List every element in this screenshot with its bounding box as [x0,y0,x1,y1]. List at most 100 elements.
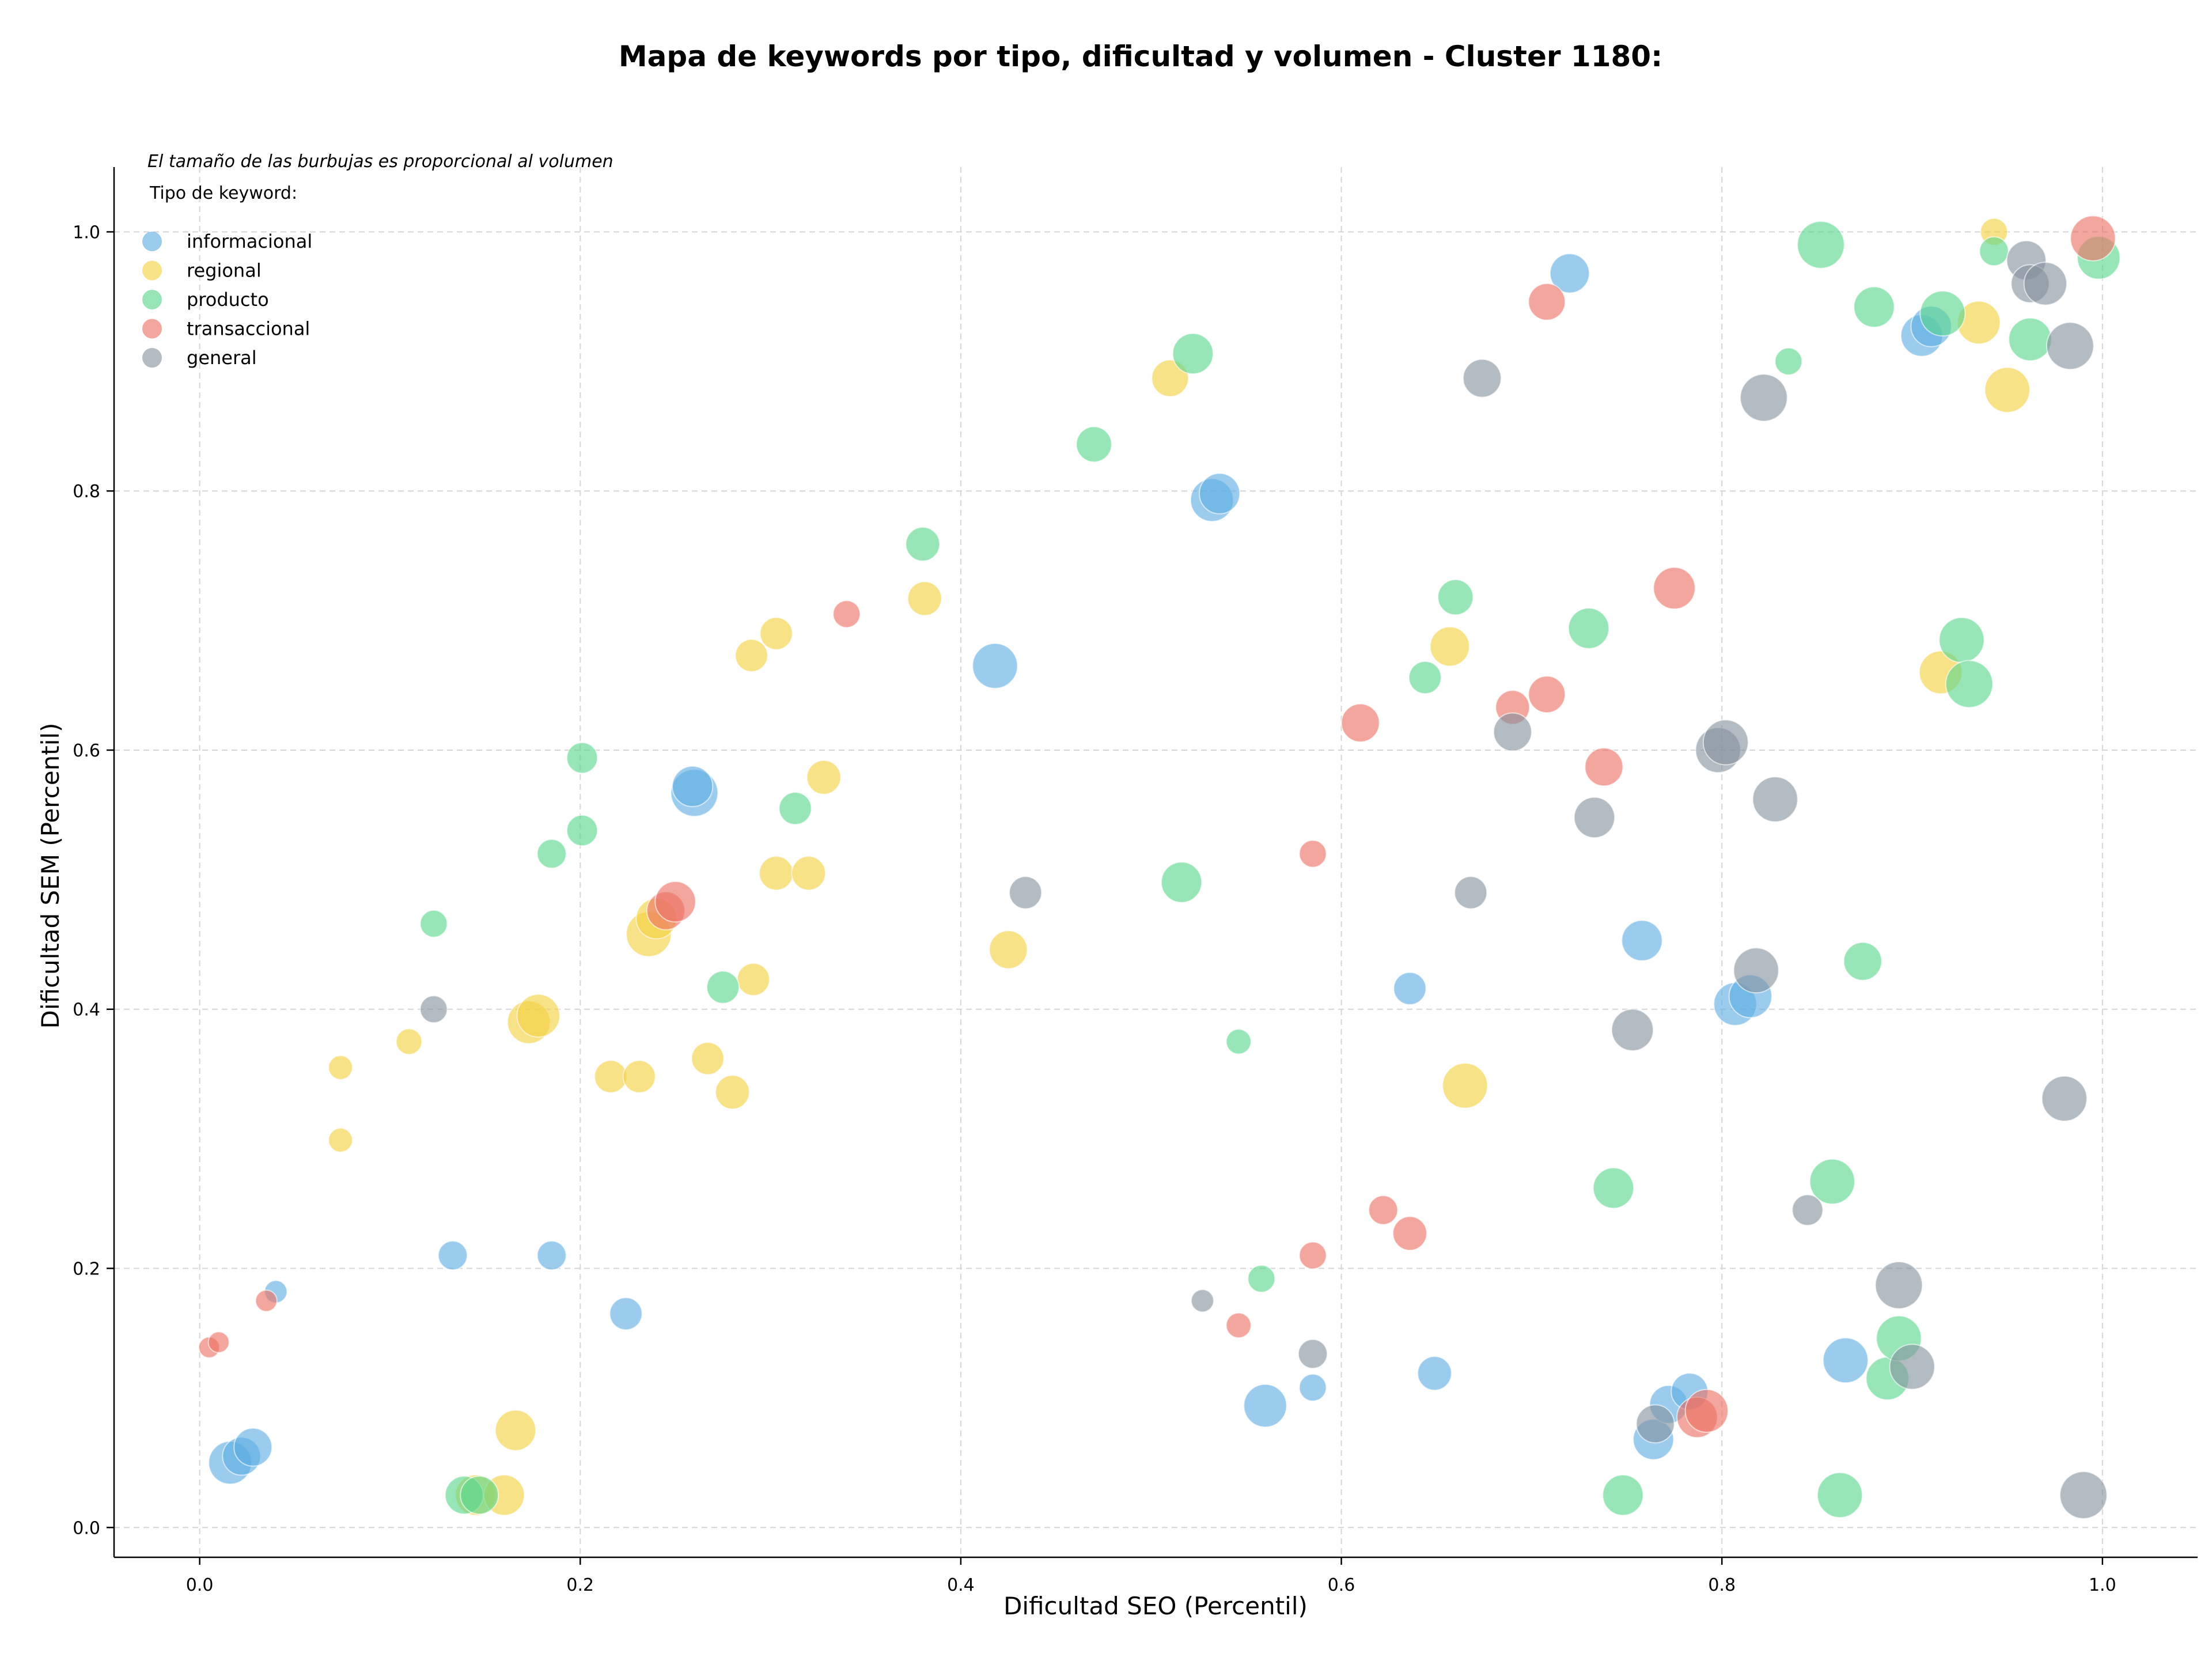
legend-item-transaccional: transaccional [142,318,310,340]
informacional-bubble [609,1297,643,1331]
transaccional-bubble [1584,747,1624,787]
y-tick-label: 0.0 [73,1518,100,1538]
legend: El tamaño de las burbujas es proporciona… [142,152,613,369]
general-bubble [2041,1075,2088,1122]
transaccional-bubble [2070,215,2116,262]
informacional-bubble [1393,971,1427,1005]
transaccional-bubble [255,1289,278,1312]
general-bubble [1889,1344,1936,1390]
informacional-bubble [1199,472,1241,514]
general-bubble [1874,1261,1923,1310]
regional-bubble [715,1074,750,1110]
informacional-bubble [1621,920,1663,962]
general-bubble [1573,796,1615,839]
general-bubble [1493,712,1532,752]
general-bubble [2023,262,2067,306]
y-tick-label: 1.0 [73,222,100,243]
regional-bubble [622,1060,656,1094]
general-bubble [1791,1194,1824,1226]
transaccional-bubble [1225,1312,1252,1339]
legend-label-producto: producto [187,289,269,311]
regional-bubble [691,1042,725,1076]
producto-bubble [1225,1028,1252,1055]
regional-bubble [736,963,770,997]
informacional-bubble [536,1240,567,1271]
transaccional-bubble [1528,283,1566,321]
legend-marker-general [142,348,162,368]
transaccional-bubble [1298,839,1327,868]
informacional-bubble [233,1427,273,1467]
transaccional-bubble [207,1331,230,1353]
producto-bubble [2008,317,2052,362]
regional-bubble [988,930,1028,970]
producto-bubble [536,838,567,869]
producto-bubble [1938,616,1985,663]
transaccional-bubble [1653,566,1696,610]
regional-bubble [328,1055,353,1080]
regional-bubble [791,856,827,891]
producto-bubble [778,792,812,826]
general-bubble [1190,1289,1214,1313]
producto-bubble [1437,579,1474,616]
informacional-bubble [437,1240,468,1271]
legend-marker-transaccional [142,319,162,339]
general-bubble [1635,1404,1675,1444]
legend-item-general: general [142,347,257,369]
axes [113,167,2198,1558]
general-bubble [2046,321,2094,370]
x-axis-label: Dificultad SEO (Percentil) [1003,1592,1308,1620]
legend-marker-producto [142,290,162,309]
informacional-bubble [1822,1337,1869,1384]
producto-bubble [1816,1472,1863,1519]
transaccional-bubble [654,880,696,923]
legend-label-general: general [187,347,257,369]
producto-bubble [1945,660,1994,709]
producto-bubble [566,814,599,846]
general-bubble [1454,876,1488,910]
regional-bubble [494,1409,537,1451]
legend-label-transaccional: transaccional [187,318,310,340]
informacional-bubble [672,765,714,808]
series-general [419,240,2108,1519]
producto-bubble [1160,861,1203,903]
transaccional-bubble [1340,703,1380,743]
regional-bubble [806,759,842,795]
regional-bubble [759,856,794,891]
legend-marker-informacional [142,232,162,251]
legend-note: El tamaño de las burbujas es proporciona… [147,152,613,172]
bubbles [198,215,2121,1519]
transaccional-bubble [1684,1388,1729,1433]
chart-title: Mapa de keywords por tipo, dificultad y … [619,40,1662,73]
legend-marker-regional [142,260,162,281]
producto-bubble [1602,1474,1644,1516]
general-bubble [1463,358,1502,398]
producto-bubble [1172,332,1214,374]
producto-bubble [905,527,941,562]
producto-bubble [1809,1158,1855,1205]
x-tick-label: 0.4 [947,1575,975,1595]
general-bubble [419,995,448,1024]
transaccional-bubble [1298,1241,1327,1270]
producto-bubble [460,1475,499,1515]
legend-item-informacional: informacional [142,230,312,252]
y-tick-label: 0.2 [73,1259,100,1280]
x-tick-label: 0.8 [1708,1575,1736,1595]
x-tick-label: 0.6 [1328,1575,1355,1595]
regional-bubble [1442,1062,1488,1109]
informacional-bubble [1298,1374,1327,1402]
general-bubble [1297,1338,1328,1369]
producto-bubble [1247,1265,1276,1293]
producto-bubble [419,909,448,938]
producto-bubble [1979,236,2009,267]
producto-bubble [706,970,740,1004]
general-bubble [1009,876,1043,910]
regional-bubble [907,581,942,616]
legend-title: Tipo de keyword: [149,183,297,203]
regional-bubble [734,638,768,672]
general-bubble [1702,719,1749,766]
producto-bubble [1797,221,1845,269]
informacional-bubble [1549,253,1590,294]
y-tick-label: 0.6 [73,741,100,761]
producto-bubble [1774,347,1803,376]
